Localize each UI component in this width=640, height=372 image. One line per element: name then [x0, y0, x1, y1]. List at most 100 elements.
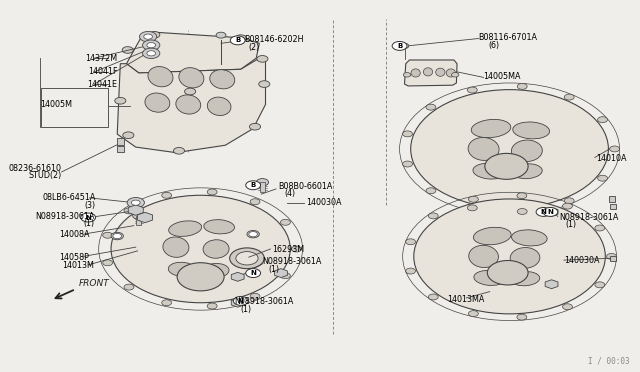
Ellipse shape: [436, 68, 445, 76]
Ellipse shape: [163, 237, 189, 257]
Circle shape: [131, 200, 140, 205]
Circle shape: [595, 225, 605, 231]
Text: N: N: [541, 209, 547, 215]
Ellipse shape: [468, 138, 499, 160]
Circle shape: [485, 153, 528, 179]
Polygon shape: [128, 205, 143, 215]
Ellipse shape: [513, 122, 550, 139]
Text: (2): (2): [249, 42, 260, 51]
Circle shape: [250, 124, 260, 130]
Text: N08918-3061A: N08918-3061A: [235, 297, 294, 306]
Circle shape: [207, 189, 217, 195]
Circle shape: [113, 234, 122, 238]
Bar: [116, 138, 124, 145]
Polygon shape: [138, 212, 152, 223]
Ellipse shape: [145, 93, 170, 112]
Ellipse shape: [424, 68, 433, 76]
Bar: [611, 256, 616, 261]
Text: B: B: [250, 182, 256, 188]
Bar: [41, 88, 108, 127]
Circle shape: [291, 246, 301, 252]
Text: (1): (1): [565, 221, 576, 230]
Circle shape: [595, 282, 605, 288]
Text: 140030A: 140030A: [306, 198, 341, 207]
Circle shape: [144, 34, 152, 39]
Circle shape: [451, 73, 459, 77]
Text: (6): (6): [488, 41, 499, 50]
Text: N08918-3061A: N08918-3061A: [559, 213, 618, 222]
Text: 08236-61610: 08236-61610: [8, 164, 61, 173]
Text: N: N: [85, 215, 91, 221]
Circle shape: [102, 232, 113, 238]
Ellipse shape: [473, 163, 507, 179]
Ellipse shape: [176, 95, 201, 114]
Text: N: N: [547, 209, 553, 215]
Circle shape: [406, 268, 415, 274]
Ellipse shape: [168, 262, 196, 276]
Text: 14041E: 14041E: [87, 80, 117, 89]
Circle shape: [143, 40, 160, 50]
Circle shape: [127, 198, 145, 208]
Circle shape: [468, 196, 478, 202]
Circle shape: [564, 198, 574, 204]
Circle shape: [184, 88, 196, 95]
Bar: [260, 182, 265, 192]
Text: B08116-6701A: B08116-6701A: [479, 33, 538, 42]
Ellipse shape: [474, 227, 511, 245]
Ellipse shape: [511, 164, 542, 179]
Text: 16293M: 16293M: [272, 245, 304, 254]
Ellipse shape: [169, 221, 202, 237]
Circle shape: [256, 179, 269, 186]
Circle shape: [247, 231, 259, 238]
Circle shape: [173, 147, 184, 154]
Text: (4): (4): [284, 189, 295, 198]
Ellipse shape: [510, 247, 540, 268]
Circle shape: [467, 87, 477, 93]
Bar: [136, 216, 141, 225]
Text: (1): (1): [269, 265, 280, 274]
Circle shape: [428, 213, 438, 219]
Circle shape: [517, 209, 527, 214]
Text: N08918-3061A: N08918-3061A: [35, 212, 94, 221]
Circle shape: [280, 273, 291, 279]
Circle shape: [468, 311, 478, 317]
Circle shape: [400, 43, 409, 48]
Circle shape: [487, 260, 528, 285]
Ellipse shape: [411, 69, 420, 77]
Ellipse shape: [179, 68, 204, 88]
Circle shape: [81, 213, 95, 222]
Polygon shape: [127, 32, 259, 73]
Ellipse shape: [207, 97, 231, 116]
Circle shape: [230, 36, 245, 45]
Text: B08B0-6601A: B08B0-6601A: [278, 182, 332, 190]
Text: B: B: [235, 37, 241, 44]
Circle shape: [280, 219, 291, 225]
Circle shape: [162, 300, 172, 306]
Circle shape: [250, 293, 260, 299]
Circle shape: [563, 304, 572, 310]
Circle shape: [111, 195, 290, 303]
Text: FRONT: FRONT: [78, 279, 109, 288]
Text: 14005M: 14005M: [40, 100, 72, 109]
Text: 140030A: 140030A: [564, 256, 600, 265]
Circle shape: [234, 296, 248, 305]
Circle shape: [216, 32, 226, 38]
Text: 14372M: 14372M: [85, 54, 117, 62]
Text: N: N: [250, 270, 256, 276]
Polygon shape: [545, 208, 558, 217]
Circle shape: [162, 192, 172, 198]
Text: (3): (3): [84, 201, 95, 210]
Text: (1): (1): [83, 219, 94, 228]
Circle shape: [236, 251, 258, 265]
Circle shape: [598, 117, 607, 123]
Bar: [609, 196, 615, 202]
Circle shape: [147, 42, 156, 48]
Circle shape: [246, 181, 260, 190]
Ellipse shape: [203, 240, 229, 258]
Circle shape: [426, 188, 436, 194]
Ellipse shape: [468, 245, 499, 267]
Circle shape: [257, 55, 268, 62]
Circle shape: [564, 94, 574, 100]
Ellipse shape: [210, 70, 235, 89]
Text: 14013MA: 14013MA: [447, 295, 485, 304]
